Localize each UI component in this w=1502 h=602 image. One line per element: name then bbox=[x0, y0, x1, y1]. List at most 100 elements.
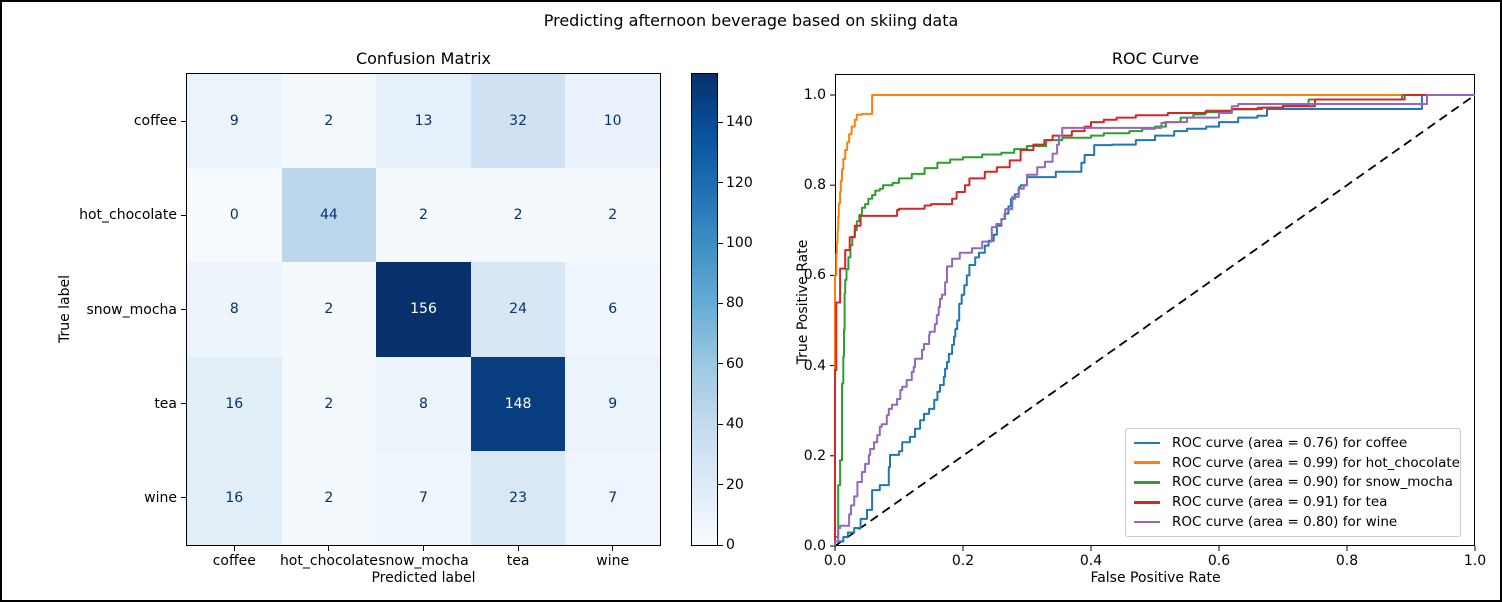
cm-xtick-mark bbox=[233, 545, 235, 551]
cm-ytick-mark bbox=[181, 120, 187, 122]
colorbar-tick-0: 0 bbox=[726, 537, 735, 553]
cm-cell-coffee-tea: 32 bbox=[470, 74, 566, 169]
legend-line-swatch-snow_mocha bbox=[1134, 481, 1160, 484]
cm-cell-hot_chocolate-hot_chocolate: 44 bbox=[281, 168, 377, 263]
colorbar-tick-mark bbox=[717, 182, 723, 184]
cm-cell-wine-wine: 7 bbox=[565, 450, 660, 545]
legend-entry-snow_mocha: ROC curve (area = 0.90) for snow_mocha bbox=[1134, 474, 1453, 491]
legend-label-coffee: ROC curve (area = 0.76) for coffee bbox=[1172, 434, 1408, 451]
legend-line-swatch-wine bbox=[1134, 520, 1160, 524]
legend-label-tea: ROC curve (area = 0.91) for tea bbox=[1172, 494, 1388, 511]
roc-xtick-1.0: 1.0 bbox=[1463, 553, 1487, 569]
roc-curve-wine bbox=[834, 94, 1475, 546]
legend-line-swatch-coffee bbox=[1134, 441, 1160, 445]
cm-cell-wine-snow_mocha: 7 bbox=[376, 450, 471, 545]
cm-ytick-mark bbox=[181, 403, 187, 405]
roc-ytick-0.6: 0.6 bbox=[803, 267, 826, 284]
cm-cell-tea-tea: 148 bbox=[470, 356, 566, 451]
colorbar-tick-20: 20 bbox=[726, 476, 744, 493]
legend-entry-hot_chocolate: ROC curve (area = 0.99) for hot_chocolat… bbox=[1134, 455, 1460, 471]
roc-title: ROC Curve bbox=[1111, 49, 1200, 68]
colorbar-tick-mark bbox=[717, 544, 723, 546]
roc-ytick-1.0: 1.0 bbox=[803, 87, 826, 103]
confusion-matrix-xlabel: Predicted label bbox=[371, 570, 476, 586]
cm-cell-wine-hot_chocolate: 2 bbox=[281, 450, 377, 545]
cm-xtick-mark bbox=[612, 545, 614, 551]
cm-xtick-snow_mocha: snow_mocha bbox=[378, 553, 469, 569]
cm-ytick-coffee: coffee bbox=[133, 113, 177, 130]
roc-ytick-0.0: 0.0 bbox=[803, 538, 826, 554]
cm-ytick-wine: wine bbox=[144, 489, 177, 506]
cm-cell-wine-coffee: 16 bbox=[187, 450, 282, 545]
roc-xtick-0.4: 0.4 bbox=[1079, 553, 1103, 569]
cm-cell-tea-coffee: 16 bbox=[187, 356, 282, 451]
roc-legend: ROC curve (area = 0.76) for coffee ROC cu… bbox=[1125, 428, 1461, 537]
colorbar-tick-mark bbox=[717, 302, 723, 304]
roc-xtick-0.2: 0.2 bbox=[951, 553, 975, 569]
cm-cell-snow_mocha-hot_chocolate: 2 bbox=[281, 262, 377, 357]
cm-xtick-coffee: coffee bbox=[212, 553, 256, 569]
roc-xtick-0.6: 0.6 bbox=[1207, 553, 1231, 569]
cm-cell-tea-hot_chocolate: 2 bbox=[281, 356, 377, 451]
cm-ytick-mark bbox=[181, 497, 187, 499]
cm-cell-tea-snow_mocha: 8 bbox=[376, 356, 471, 451]
cm-cell-wine-tea: 23 bbox=[470, 450, 566, 545]
cm-cell-hot_chocolate-tea: 2 bbox=[470, 168, 566, 263]
cm-ytick-mark bbox=[181, 309, 187, 310]
roc-curve-snow_mocha bbox=[834, 94, 1475, 546]
cm-cell-coffee-hot_chocolate: 2 bbox=[281, 74, 377, 169]
confusion-matrix-ylabel: True label bbox=[57, 274, 73, 344]
legend-entry-tea: ROC curve (area = 0.91) for tea bbox=[1134, 494, 1452, 510]
cm-xtick-tea: tea bbox=[506, 553, 530, 569]
colorbar-tick-60: 60 bbox=[726, 355, 744, 372]
roc-ytick-0.4: 0.4 bbox=[803, 357, 826, 374]
roc-plot bbox=[830, 74, 1476, 551]
roc-curve-coffee bbox=[834, 94, 1475, 546]
cm-ytick-snow_mocha: snow_mocha bbox=[86, 301, 177, 318]
legend-line-swatch-tea bbox=[1134, 501, 1160, 504]
colorbar-tick-mark bbox=[717, 484, 723, 486]
colorbar-tick-120: 120 bbox=[726, 174, 753, 191]
legend-label-wine: ROC curve (area = 0.80) for wine bbox=[1172, 514, 1398, 531]
colorbar-tick-mark bbox=[717, 423, 723, 425]
cm-cell-snow_mocha-tea: 24 bbox=[470, 262, 566, 357]
cm-cell-coffee-wine: 10 bbox=[565, 74, 660, 169]
roc-ylabel: True Positive Rate bbox=[795, 239, 811, 365]
roc-ytick-0.8: 0.8 bbox=[803, 177, 826, 194]
colorbar-tick-mark bbox=[717, 242, 723, 244]
colorbar bbox=[691, 73, 718, 546]
cm-xtick-wine: wine bbox=[596, 553, 630, 569]
cm-cell-coffee-snow_mocha: 13 bbox=[376, 74, 471, 169]
cm-cell-snow_mocha-wine: 6 bbox=[565, 262, 660, 357]
legend-entry-wine: ROC curve (area = 0.80) for wine bbox=[1134, 514, 1452, 530]
colorbar-tick-40: 40 bbox=[726, 416, 744, 433]
cm-ytick-hot_chocolate: hot_chocolate bbox=[79, 207, 177, 224]
cm-ytick-tea: tea bbox=[154, 395, 177, 412]
colorbar-tick-80: 80 bbox=[726, 295, 744, 312]
colorbar-tick-140: 140 bbox=[726, 114, 753, 131]
cm-xtick-mark bbox=[328, 545, 330, 551]
cm-cell-coffee-coffee: 9 bbox=[187, 74, 282, 169]
roc-xtick-0.8: 0.8 bbox=[1335, 553, 1359, 569]
colorbar-tick-100: 100 bbox=[726, 235, 753, 252]
cm-xtick-mark bbox=[517, 545, 519, 551]
cm-cell-hot_chocolate-snow_mocha: 2 bbox=[376, 168, 471, 263]
roc-xlabel: False Positive Rate bbox=[1090, 570, 1221, 586]
roc-curve-tea bbox=[834, 94, 1475, 546]
legend-line-swatch-hot_chocolate bbox=[1134, 461, 1160, 464]
cm-cell-snow_mocha-coffee: 8 bbox=[187, 262, 282, 357]
colorbar-tick-mark bbox=[717, 121, 723, 123]
legend-label-hot_chocolate: ROC curve (area = 0.99) for hot_chocolat… bbox=[1172, 454, 1460, 471]
cm-cell-hot_chocolate-wine: 2 bbox=[565, 168, 660, 263]
cm-xtick-hot_chocolate: hot_chocolate bbox=[279, 553, 378, 569]
cm-ytick-mark bbox=[181, 214, 187, 216]
confusion-matrix-heatmap: 9 2 13 32 10 0 44 2 2 2 8 2 156 24 6 16 2 8 148 9 16 2 7 23 7 bbox=[186, 73, 661, 546]
legend-label-snow_mocha: ROC curve (area = 0.90) for snow_mocha bbox=[1172, 474, 1453, 491]
cm-cell-tea-wine: 9 bbox=[565, 356, 660, 451]
roc-ytick-0.2: 0.2 bbox=[803, 447, 826, 464]
colorbar-tick-mark bbox=[717, 363, 723, 365]
roc-xtick-0.0: 0.0 bbox=[823, 553, 847, 569]
cm-cell-hot_chocolate-coffee: 0 bbox=[187, 168, 282, 263]
cm-cell-snow_mocha-snow_mocha: 156 bbox=[376, 262, 471, 357]
